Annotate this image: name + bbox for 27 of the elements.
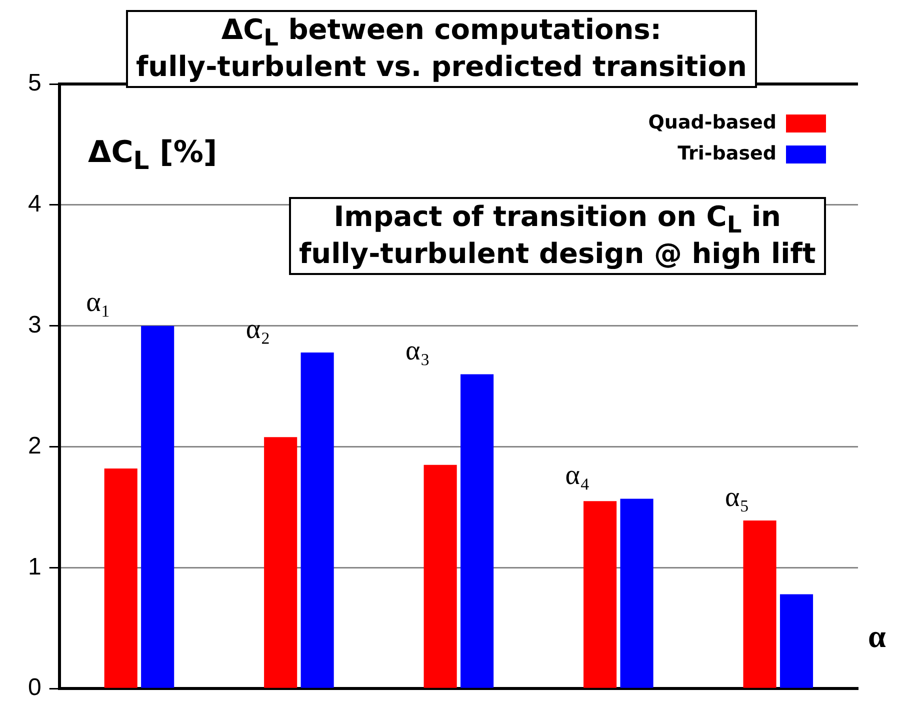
y-tick-label: 3 bbox=[28, 311, 42, 338]
bar bbox=[264, 437, 298, 688]
bar bbox=[584, 501, 617, 688]
legend-label: Quad-based bbox=[648, 111, 776, 134]
x-tick-label: α₂ bbox=[246, 314, 270, 345]
y-tick-label: 5 bbox=[28, 70, 42, 97]
x-tick-label: α₄ bbox=[565, 460, 590, 492]
x-axis-title: α bbox=[868, 618, 886, 655]
bar bbox=[424, 464, 457, 688]
bar bbox=[104, 468, 138, 688]
y-tick-label: 0 bbox=[28, 674, 42, 702]
y-tick-label: 1 bbox=[28, 553, 42, 580]
x-tick-label: α₃ bbox=[406, 336, 430, 367]
bar bbox=[780, 594, 814, 688]
chart-title: ΔC$_{L}$ between computations: fully-turbulent vs. predicted transition bbox=[126, 10, 757, 88]
bar bbox=[460, 374, 494, 688]
x-tick-label: α₁ bbox=[86, 287, 111, 318]
y-tick-label: 2 bbox=[28, 432, 42, 460]
x-tick-label: α₅ bbox=[725, 482, 750, 513]
bar bbox=[743, 520, 776, 688]
bar bbox=[300, 352, 334, 688]
legend-label: Tri-based bbox=[678, 142, 776, 164]
y-tick-label: 4 bbox=[28, 190, 42, 218]
bar bbox=[620, 498, 654, 688]
bar bbox=[141, 326, 174, 688]
annotation: Impact of transition on C$_{L}$ in fully-turbulent design @ high lift bbox=[289, 197, 826, 275]
y-axis-title: ΔC$_{L}$ [%] bbox=[88, 135, 218, 175]
